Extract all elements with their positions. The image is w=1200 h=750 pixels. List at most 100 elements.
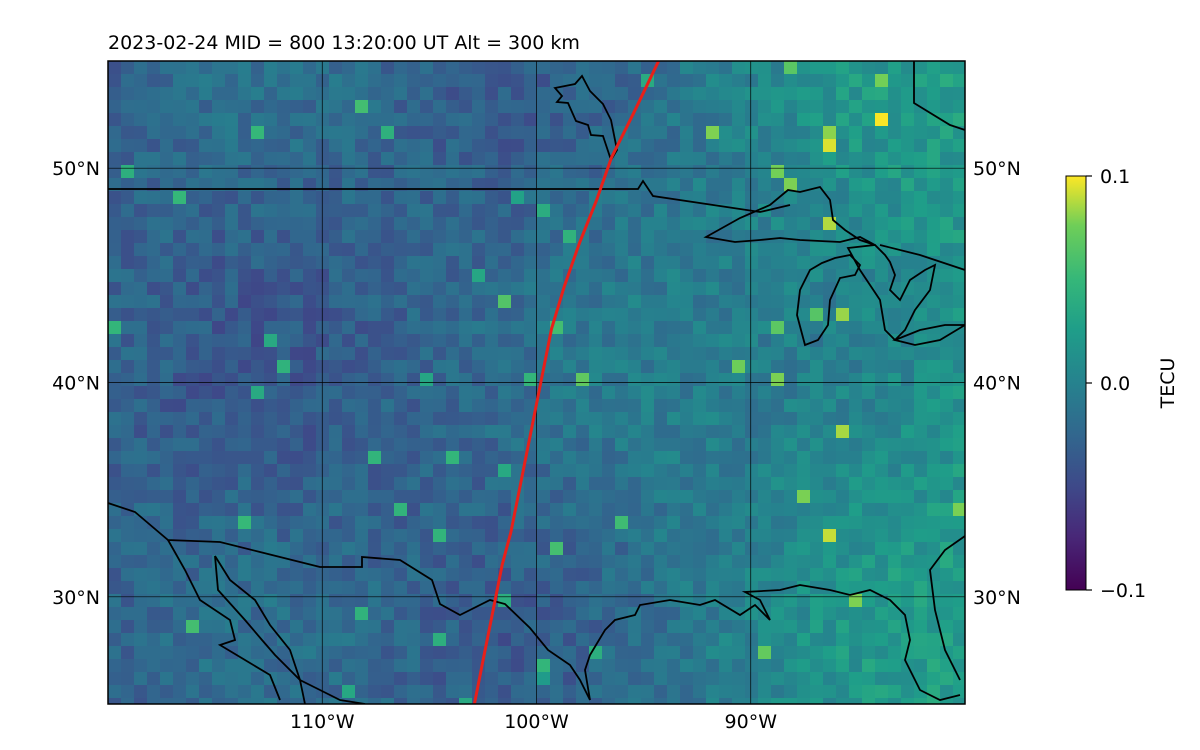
heatmap-cell: [641, 516, 655, 530]
heatmap-cell: [407, 386, 421, 400]
heatmap-cell: [329, 100, 343, 114]
heatmap-cell: [342, 191, 356, 205]
heatmap-cell: [537, 191, 551, 205]
heatmap-cell: [368, 672, 382, 686]
heatmap-cell: [849, 581, 863, 595]
heatmap-cell: [719, 633, 733, 647]
heatmap-cell: [316, 607, 330, 621]
heatmap-cell: [654, 542, 668, 556]
heatmap-cell: [186, 204, 200, 218]
heatmap-cell: [420, 620, 434, 634]
heatmap-cell: [628, 334, 642, 348]
heatmap-cell: [368, 581, 382, 595]
heatmap-cell: [108, 594, 122, 608]
heatmap-cell: [602, 607, 616, 621]
heatmap-cell: [953, 152, 965, 166]
heatmap-cell: [329, 269, 343, 283]
heatmap-cell: [732, 516, 746, 530]
heatmap-cell: [147, 438, 161, 452]
heatmap-cell: [732, 633, 746, 647]
heatmap-cell: [199, 347, 213, 361]
heatmap-cell: [953, 217, 965, 231]
heatmap-cell: [823, 685, 837, 699]
heatmap-cell: [433, 399, 447, 413]
heatmap-cell: [277, 399, 291, 413]
heatmap-cell: [940, 282, 954, 296]
heatmap-cell: [810, 386, 824, 400]
heatmap-cell: [680, 451, 694, 465]
heatmap-cell: [784, 191, 798, 205]
heatmap-cell: [628, 438, 642, 452]
heatmap-cell: [147, 451, 161, 465]
heatmap-cell: [680, 295, 694, 309]
heatmap-cell: [303, 594, 317, 608]
heatmap-cell: [459, 620, 473, 634]
heatmap-cell: [628, 529, 642, 543]
heatmap-cell: [446, 243, 460, 257]
heatmap-cell: [420, 87, 434, 101]
heatmap-cell: [420, 542, 434, 556]
heatmap-cell: [602, 438, 616, 452]
heatmap-cell: [290, 529, 304, 543]
heatmap-cell: [615, 659, 629, 673]
heatmap-cell: [589, 61, 603, 75]
heatmap-cell: [485, 581, 499, 595]
heatmap-cell: [797, 659, 811, 673]
heatmap-cell: [901, 178, 915, 192]
heatmap-cell: [862, 282, 876, 296]
heatmap-cell: [615, 113, 629, 127]
heatmap-cell: [303, 529, 317, 543]
heatmap-cell: [433, 126, 447, 140]
heatmap-cell: [368, 152, 382, 166]
heatmap-cell: [446, 373, 460, 387]
heatmap-cell: [771, 555, 785, 569]
heatmap-cell: [134, 464, 148, 478]
heatmap-cell: [706, 399, 720, 413]
heatmap-cell: [277, 581, 291, 595]
heatmap-cell: [329, 620, 343, 634]
heatmap-cell: [693, 646, 707, 660]
heatmap-cell: [758, 659, 772, 673]
heatmap-cell: [823, 269, 837, 283]
heatmap-cell: [628, 269, 642, 283]
heatmap-cell: [654, 529, 668, 543]
heatmap-cell: [589, 529, 603, 543]
heatmap-cell: [472, 529, 486, 543]
satellite-track: [472, 61, 660, 704]
heatmap-cell: [563, 646, 577, 660]
heatmap-cell: [199, 516, 213, 530]
heatmap-cell: [706, 126, 720, 140]
heatmap-cell: [498, 685, 512, 699]
heatmap-cell: [225, 685, 239, 699]
heatmap-cell: [524, 152, 538, 166]
heatmap-cell: [602, 516, 616, 530]
heatmap-cell: [251, 139, 265, 153]
heatmap-cell: [160, 74, 174, 88]
heatmap-cell: [602, 347, 616, 361]
heatmap-cell: [264, 308, 278, 322]
heatmap-cell: [875, 464, 889, 478]
heatmap-cell: [927, 607, 941, 621]
heatmap-cell: [381, 464, 395, 478]
heatmap-cell: [212, 165, 226, 179]
heatmap-cell: [355, 633, 369, 647]
heatmap-cell: [628, 620, 642, 634]
hudson-bay-shore: [553, 74, 618, 163]
heatmap-cell: [238, 373, 252, 387]
heatmap-cell: [615, 347, 629, 361]
heatmap-cell: [836, 87, 850, 101]
lake-superior: [703, 185, 876, 246]
heatmap-cell: [446, 633, 460, 647]
heatmap-cell: [641, 334, 655, 348]
heatmap-cell: [134, 217, 148, 231]
heatmap-cell: [550, 555, 564, 569]
heatmap-cell: [251, 633, 265, 647]
heatmap-cell: [537, 113, 551, 127]
heatmap-cell: [251, 334, 265, 348]
heatmap-cell: [784, 74, 798, 88]
heatmap-cell: [836, 373, 850, 387]
heatmap-cell: [225, 269, 239, 283]
heatmap-cell: [108, 568, 122, 582]
heatmap-cell: [888, 295, 902, 309]
heatmap-cell: [940, 464, 954, 478]
